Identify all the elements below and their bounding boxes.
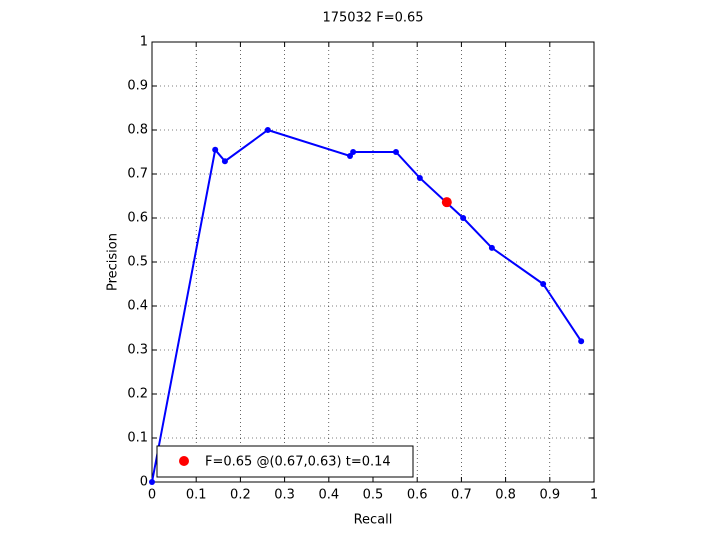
y-tick-label: 1	[140, 35, 148, 50]
y-tick-label: 0	[140, 475, 148, 490]
y-tick-label: 0.5	[127, 255, 148, 270]
y-tick-label: 0.1	[127, 431, 148, 446]
legend-marker	[179, 456, 189, 466]
legend-label: F=0.65 @(0.67,0.63) t=0.14	[205, 455, 391, 470]
x-tick-label: 0.9	[539, 488, 560, 503]
x-tick-label: 0	[148, 488, 156, 503]
y-axis-label: Precision	[106, 233, 121, 291]
y-tick-label: 0.8	[127, 123, 148, 138]
chart-title: 175032 F=0.65	[322, 11, 423, 26]
data-point	[350, 149, 357, 155]
x-axis-label: Recall	[354, 513, 393, 528]
plot-frame	[151, 41, 595, 483]
data-point	[264, 127, 271, 133]
data-point	[460, 215, 467, 221]
x-tick-label: 0.8	[495, 488, 516, 503]
x-tick-label: 1	[590, 488, 598, 503]
x-tick-label: 0.3	[274, 488, 295, 503]
x-tick-label: 0.6	[407, 488, 428, 503]
y-tick-label: 0.3	[127, 343, 148, 358]
data-point	[578, 338, 585, 345]
data-point	[441, 197, 452, 208]
x-tick-label: 0.4	[318, 488, 339, 503]
y-tick-label: 0.7	[127, 167, 148, 182]
legend-box	[156, 445, 414, 478]
y-tick-label: 0.6	[127, 211, 148, 226]
data-point	[488, 244, 495, 251]
y-tick-label: 0.4	[127, 299, 148, 314]
data-point	[540, 281, 547, 287]
x-tick-label: 0.5	[363, 488, 384, 503]
x-tick-label: 0.2	[230, 488, 251, 503]
data-point	[392, 149, 399, 155]
data-point	[149, 479, 155, 485]
x-tick-label: 0.7	[451, 488, 472, 503]
data-point	[416, 174, 423, 181]
data-point	[212, 146, 219, 153]
y-tick-label: 0.9	[127, 79, 148, 94]
data-point	[221, 158, 228, 165]
x-tick-label: 0.1	[186, 488, 207, 503]
y-tick-label: 0.2	[127, 387, 148, 402]
